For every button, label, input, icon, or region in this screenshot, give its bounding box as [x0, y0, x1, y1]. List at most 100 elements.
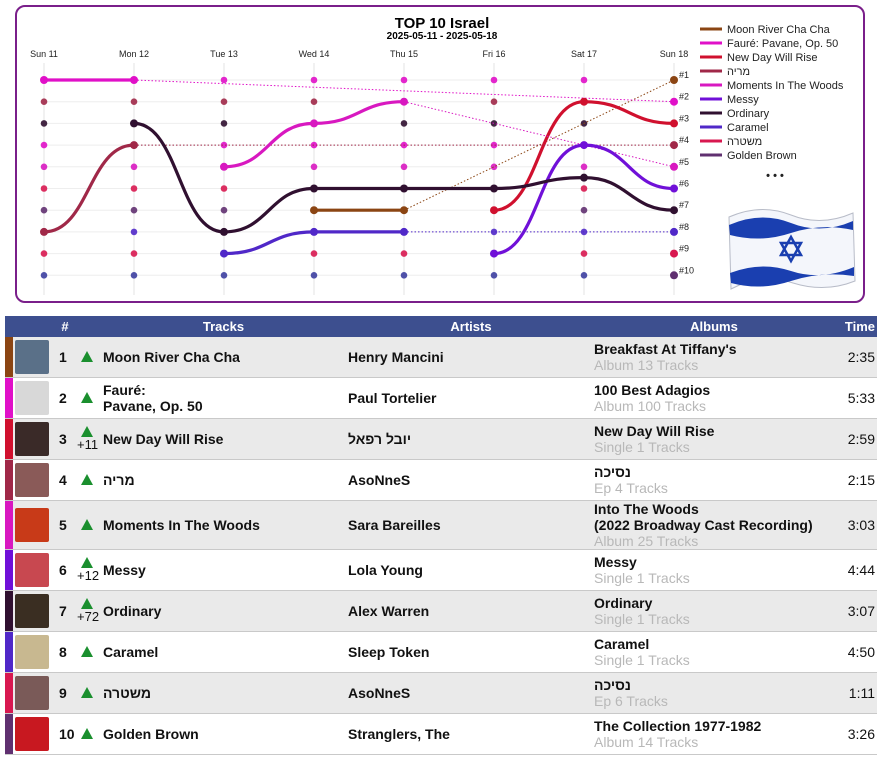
table-row[interactable]: 3 +11 New Day Will Rise יובל רפאל New Day Wi… — [5, 418, 877, 459]
album-name[interactable]: נסיכה — [594, 463, 631, 480]
artist-name[interactable]: Stranglers, The — [348, 725, 450, 742]
table-row[interactable]: 1 Moon River Cha Cha Henry Mancini Breakfas… — [5, 337, 877, 377]
artist-name[interactable]: Sara Bareilles — [348, 516, 441, 533]
artist-name[interactable]: Henry Mancini — [348, 348, 444, 365]
track-title[interactable]: Ordinary — [103, 602, 162, 619]
track-title[interactable]: משטרה — [103, 684, 152, 701]
album-cover-image[interactable] — [15, 421, 49, 456]
album-cover-image[interactable] — [15, 462, 49, 497]
track-title[interactable]: New Day Will Rise — [103, 430, 224, 447]
album-cell[interactable]: Messy Single 1 Tracks — [594, 549, 834, 590]
trend-up-icon — [81, 728, 93, 739]
album-cover-image[interactable] — [15, 716, 49, 751]
table-row[interactable]: 8 Caramel Sleep Token Caramel Single 1 Track… — [5, 631, 877, 672]
track-duration: 2:15 — [847, 471, 875, 488]
legend-label: מריה — [727, 66, 750, 78]
album-cover[interactable] — [13, 590, 53, 631]
album-cover-image[interactable] — [15, 675, 49, 710]
table-row[interactable]: 10 Golden Brown Stranglers, The The Collect… — [5, 713, 877, 754]
album-cell[interactable]: נסיכה Ep 6 Tracks — [594, 672, 834, 713]
trend-cell — [77, 631, 99, 672]
table-row[interactable]: 2 Fauré: Pavane, Op. 50 Paul Tortelier 100 … — [5, 377, 877, 418]
album-name[interactable]: Breakfast At Tiffany's — [594, 340, 737, 357]
chart-subtitle: 2025-05-11 - 2025-05-18 — [387, 31, 498, 42]
album-cover-image[interactable] — [15, 634, 49, 669]
table-row[interactable]: 5 Moments In The Woods Sara Bareilles Into … — [5, 500, 877, 549]
artist-name[interactable]: AsoNneS — [348, 471, 411, 488]
album-cover[interactable] — [13, 459, 53, 500]
slot-dot — [580, 185, 588, 192]
album-cover-image[interactable] — [15, 339, 49, 374]
slot-dot — [40, 141, 48, 149]
album-cover-image[interactable] — [15, 593, 49, 628]
album-cell[interactable]: Caramel Single 1 Tracks — [594, 631, 834, 672]
album-name[interactable]: The Collection 1977-1982 — [594, 717, 762, 734]
rank-number: 5 — [59, 516, 67, 533]
slot-dot — [400, 163, 408, 171]
album-info: Single 1 Tracks — [594, 569, 690, 586]
album-name[interactable]: New Day Will Rise — [594, 422, 715, 439]
album-cover[interactable] — [13, 631, 53, 672]
table-row[interactable]: 6 +12 Messy Lola Young Messy Single 1 Tracks 4… — [5, 549, 877, 590]
rank-chart: TOP 10 Israel 2025-05-11 - 2025-05-18 Su… — [30, 15, 844, 295]
slot-dot — [400, 272, 408, 279]
israel-flag-icon — [728, 208, 856, 290]
album-name[interactable]: Into The Woods (2022 Broadway Cast Recor… — [594, 500, 813, 533]
album-cell[interactable]: The Collection 1977-1982 Album 14 Tracks — [594, 713, 834, 754]
trend-up-icon — [81, 519, 93, 530]
album-cover-image[interactable] — [15, 380, 49, 415]
album-cover[interactable] — [13, 549, 53, 590]
series-gap-line — [133, 79, 675, 103]
album-cover-image[interactable] — [15, 507, 49, 542]
data-point — [670, 162, 678, 171]
track-title[interactable]: Moon River Cha Cha — [103, 348, 240, 365]
album-cover-image[interactable] — [15, 552, 49, 587]
album-cell[interactable]: New Day Will Rise Single 1 Tracks — [594, 418, 834, 459]
artist-name[interactable]: יובל רפאל — [348, 430, 412, 447]
trend-cell — [77, 713, 99, 754]
artist-name[interactable]: AsoNneS — [348, 684, 411, 701]
album-cover[interactable] — [13, 377, 53, 418]
album-cell[interactable]: Ordinary Single 1 Tracks — [594, 590, 834, 631]
album-cover[interactable] — [13, 672, 53, 713]
artist-name[interactable]: Paul Tortelier — [348, 389, 437, 406]
table-row[interactable]: 9 משטרה AsoNneS נסיכה Ep 6 Tracks 1:11 — [5, 672, 877, 713]
slot-dot — [490, 141, 498, 149]
album-cell[interactable]: Breakfast At Tiffany's Album 13 Tracks — [594, 337, 834, 377]
track-title[interactable]: Caramel — [103, 643, 159, 660]
table-row[interactable]: 4 מריה AsoNneS נסיכה Ep 4 Tracks 2:15 — [5, 459, 877, 500]
artist-name[interactable]: Lola Young — [348, 561, 423, 578]
slot-dot — [130, 206, 138, 214]
album-name[interactable]: Messy — [594, 553, 637, 570]
track-title[interactable]: Golden Brown — [103, 725, 199, 742]
album-cell[interactable]: Into The Woods (2022 Broadway Cast Recor… — [594, 500, 834, 549]
track-duration: 1:11 — [848, 684, 875, 701]
slot-dot — [130, 228, 138, 236]
album-cover[interactable] — [13, 713, 53, 754]
artist-name[interactable]: Sleep Token — [348, 643, 430, 660]
rank-number: 9 — [59, 684, 67, 701]
album-cover[interactable] — [13, 337, 53, 377]
album-cover[interactable] — [13, 418, 53, 459]
table-row[interactable]: 7 +72 Ordinary Alex Warren Ordinary Single 1 … — [5, 590, 877, 631]
album-name[interactable]: נסיכה — [594, 676, 631, 693]
trend-up-icon — [81, 474, 93, 485]
trend-up-icon — [81, 556, 93, 568]
slot-dot — [310, 98, 318, 105]
artist-name[interactable]: Alex Warren — [348, 602, 430, 619]
track-title[interactable]: Messy — [103, 561, 146, 578]
album-name[interactable]: Ordinary — [594, 594, 653, 611]
track-duration: 4:50 — [847, 643, 875, 660]
album-name[interactable]: 100 Best Adagios — [594, 381, 711, 398]
album-cover[interactable] — [13, 500, 53, 549]
album-cell[interactable]: 100 Best Adagios Album 100 Tracks — [594, 377, 834, 418]
album-name[interactable]: Caramel — [594, 635, 650, 652]
trend-cell: +72 — [77, 590, 99, 631]
track-title[interactable]: מריה — [103, 471, 135, 488]
album-cell[interactable]: נסיכה Ep 4 Tracks — [594, 459, 834, 500]
track-title[interactable]: Fauré: Pavane, Op. 50 — [103, 381, 203, 414]
trend-cell — [77, 459, 99, 500]
album-info: Album 25 Tracks — [594, 532, 699, 549]
data-point — [670, 206, 678, 215]
track-title[interactable]: Moments In The Woods — [103, 516, 260, 533]
